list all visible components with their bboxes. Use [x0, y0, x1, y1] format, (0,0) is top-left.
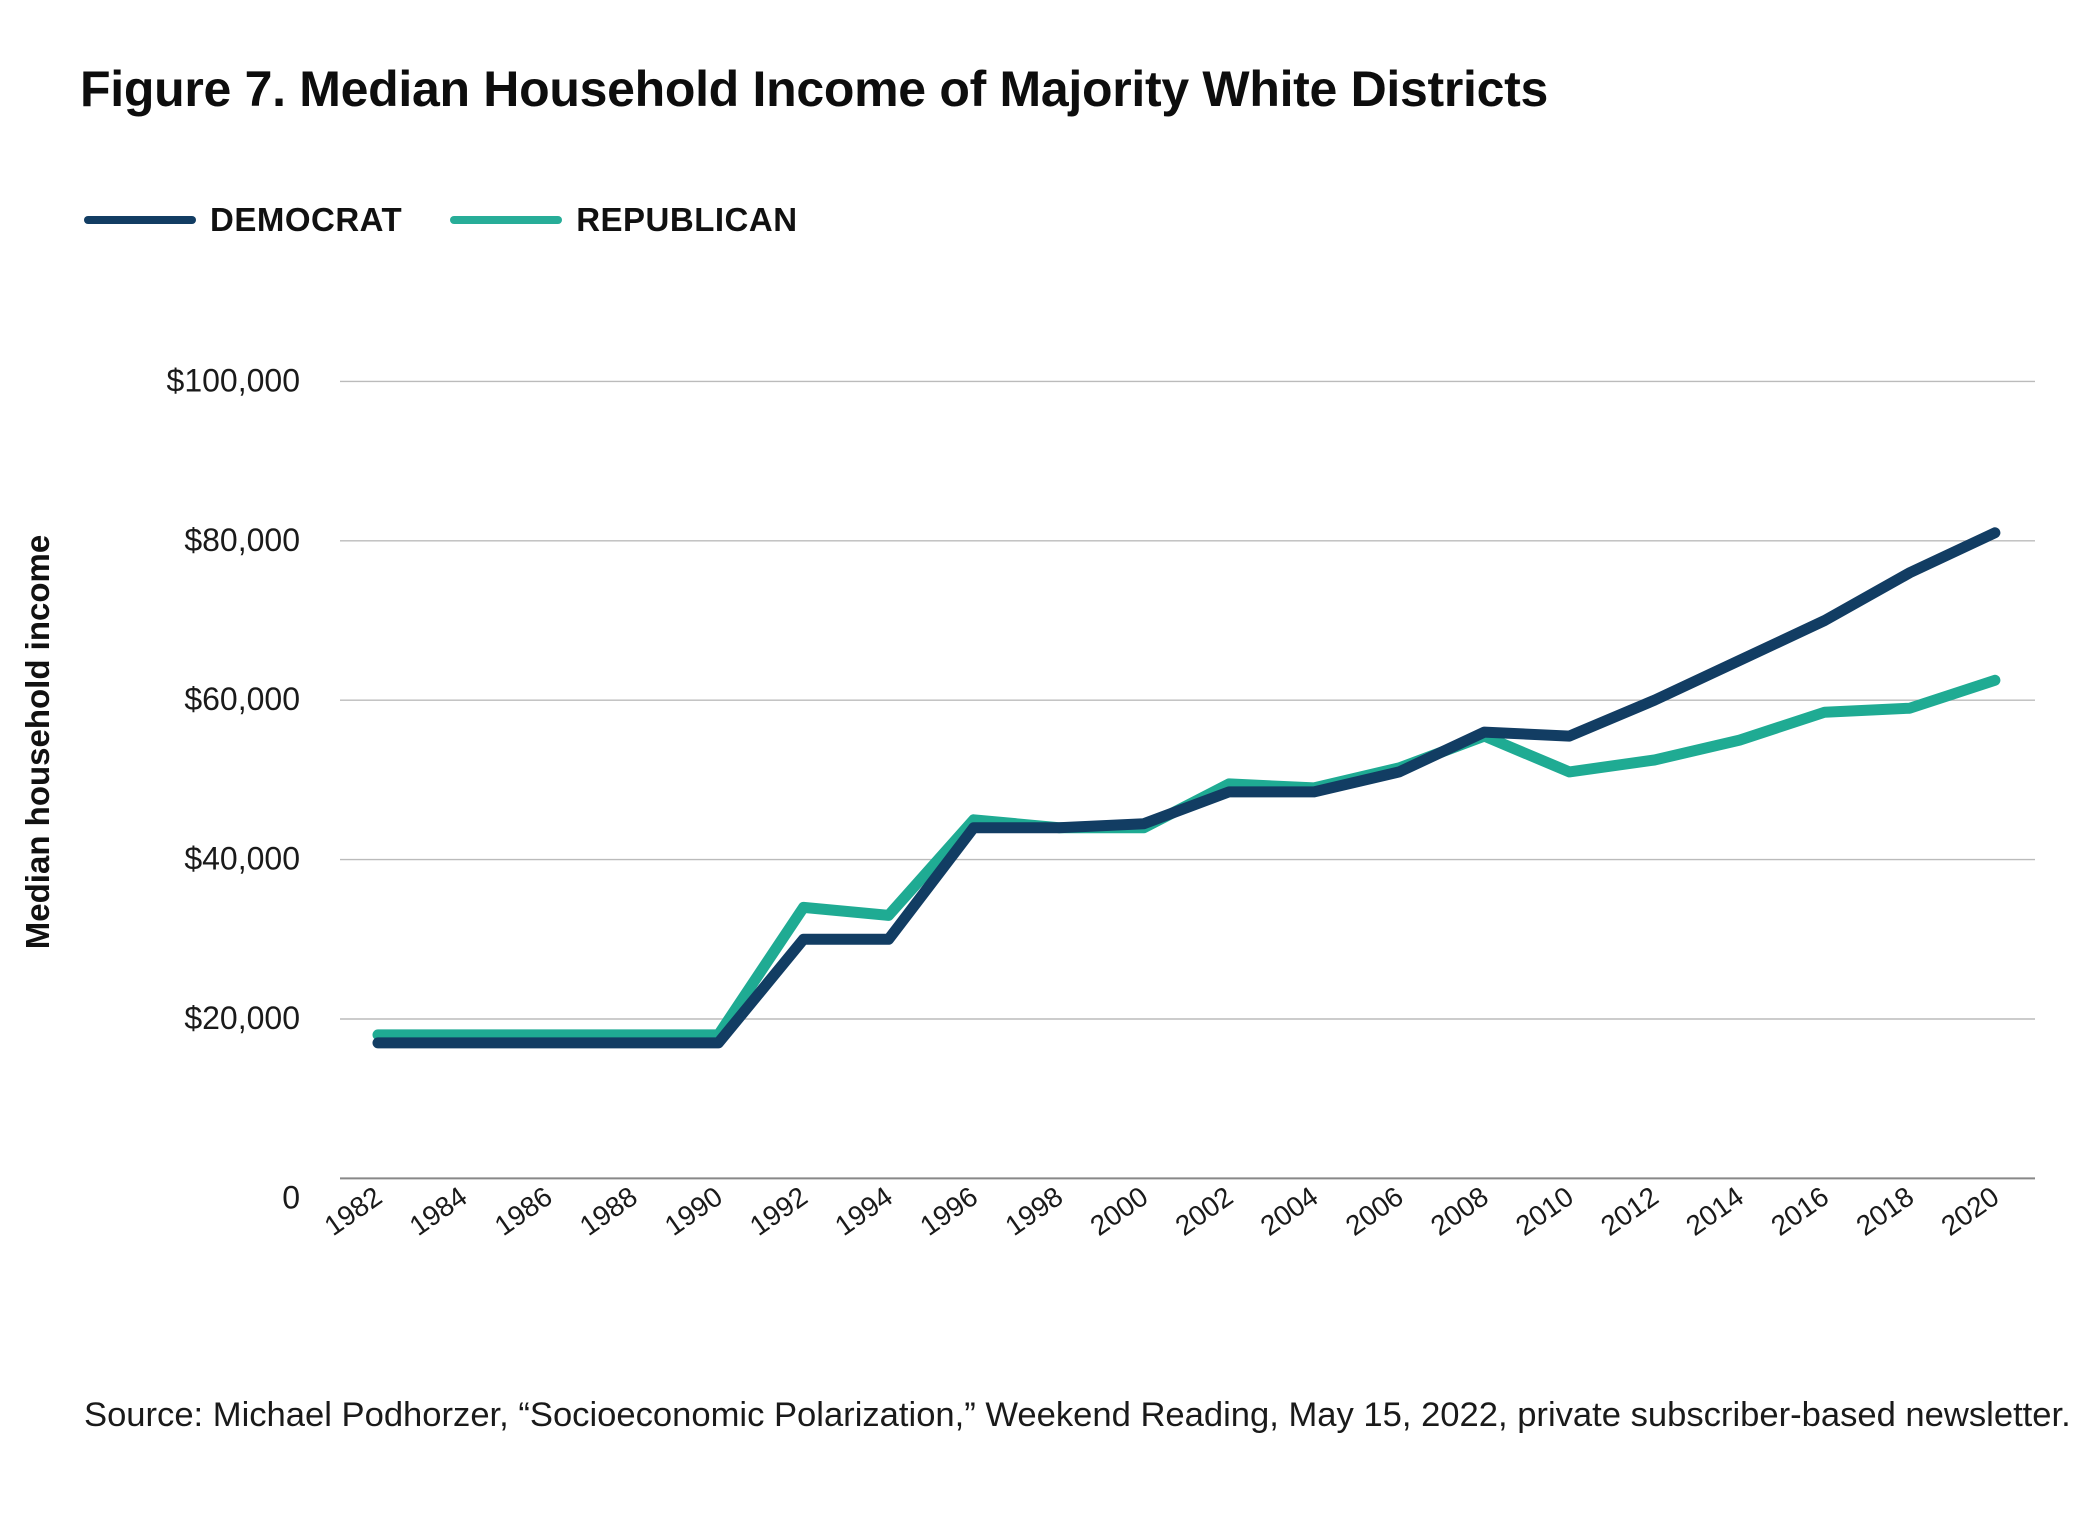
- svg-text:2008: 2008: [1425, 1181, 1494, 1242]
- svg-text:2006: 2006: [1340, 1181, 1409, 1242]
- svg-text:2002: 2002: [1170, 1181, 1239, 1242]
- svg-text:2020: 2020: [1936, 1181, 2005, 1242]
- svg-text:1984: 1984: [404, 1181, 473, 1242]
- svg-text:1988: 1988: [574, 1181, 643, 1242]
- svg-text:0: 0: [282, 1179, 300, 1215]
- svg-text:2018: 2018: [1850, 1181, 1919, 1242]
- svg-text:$80,000: $80,000: [184, 522, 300, 558]
- svg-text:1986: 1986: [489, 1181, 558, 1242]
- svg-text:1994: 1994: [829, 1181, 898, 1242]
- svg-text:1992: 1992: [744, 1181, 813, 1242]
- svg-text:1996: 1996: [914, 1181, 983, 1242]
- svg-text:1990: 1990: [659, 1181, 728, 1242]
- svg-text:1998: 1998: [999, 1181, 1068, 1242]
- svg-text:2010: 2010: [1510, 1181, 1579, 1242]
- svg-text:$60,000: $60,000: [184, 681, 300, 717]
- svg-text:$100,000: $100,000: [167, 362, 300, 398]
- svg-text:$20,000: $20,000: [184, 1000, 300, 1036]
- svg-text:2016: 2016: [1765, 1181, 1834, 1242]
- svg-text:2014: 2014: [1680, 1181, 1749, 1242]
- svg-text:2000: 2000: [1085, 1181, 1154, 1242]
- svg-text:$40,000: $40,000: [184, 841, 300, 877]
- svg-text:2012: 2012: [1595, 1181, 1664, 1242]
- svg-text:2004: 2004: [1255, 1181, 1324, 1242]
- svg-text:1982: 1982: [319, 1181, 388, 1242]
